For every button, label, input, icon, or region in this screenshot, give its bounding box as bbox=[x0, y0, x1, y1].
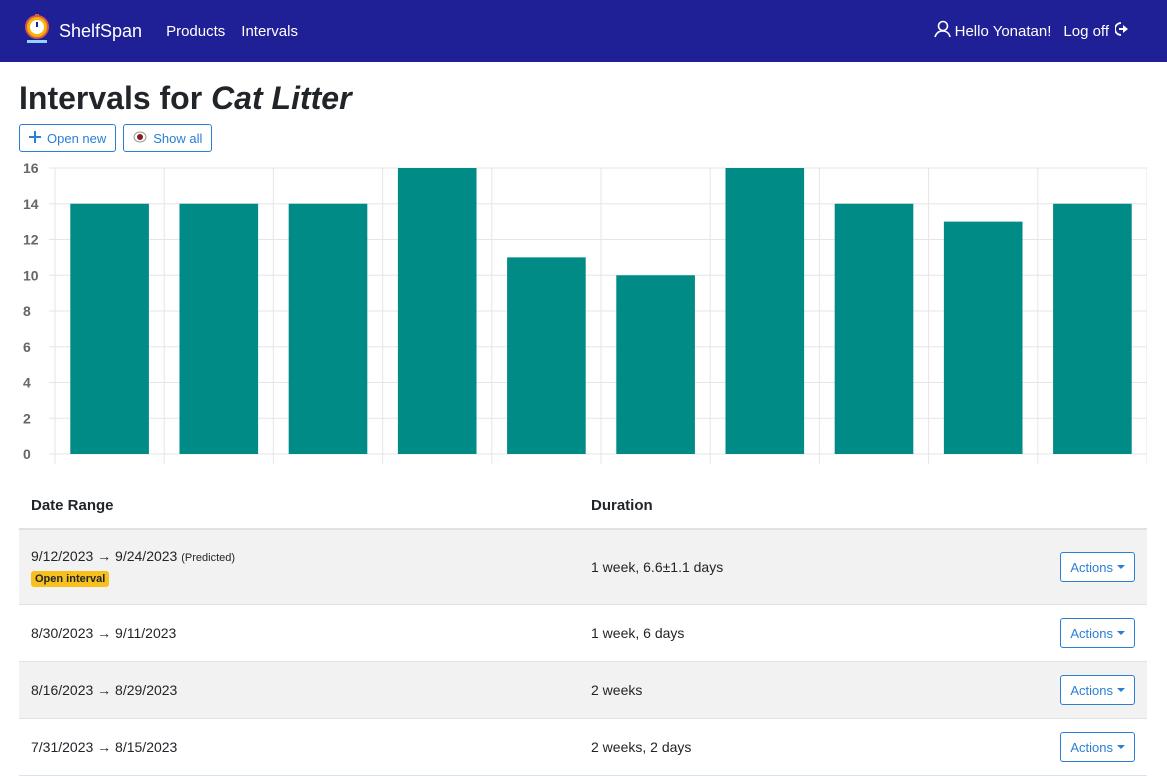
actions-dropdown-button[interactable]: Actions bbox=[1060, 552, 1135, 582]
date-range-header: Date Range bbox=[19, 483, 579, 530]
y-tick-label: 6 bbox=[23, 339, 31, 355]
table-row: 7/31/2023 → 8/15/2023 2 weeks, 2 days Ac… bbox=[19, 718, 1147, 776]
open-new-label: Open new bbox=[47, 130, 107, 146]
caret-down-icon bbox=[1117, 565, 1125, 569]
eye-icon bbox=[133, 131, 147, 146]
logoff-link[interactable]: Log off bbox=[1063, 21, 1133, 41]
chart-bar bbox=[70, 203, 149, 454]
y-tick-label: 4 bbox=[23, 375, 31, 391]
nav-products-link[interactable]: Products bbox=[166, 22, 226, 40]
user-icon bbox=[933, 20, 951, 42]
caret-down-icon bbox=[1117, 688, 1125, 692]
show-all-label: Show all bbox=[153, 130, 203, 146]
chart-bar bbox=[179, 203, 259, 454]
greeting-text: Hello Yonatan! bbox=[954, 22, 1052, 40]
chart-svg: 0 2 4 6 8 10 12 14 16 bbox=[23, 160, 1147, 464]
chart-bar bbox=[507, 257, 586, 454]
actions-label: Actions bbox=[1070, 739, 1113, 755]
y-tick-label: 14 bbox=[23, 196, 39, 212]
open-interval-badge: Open interval bbox=[31, 570, 110, 587]
intervals-chart: 0 2 4 6 8 10 12 14 16 bbox=[19, 158, 1148, 483]
stopwatch-logo-icon bbox=[24, 13, 50, 49]
caret-down-icon bbox=[1117, 631, 1125, 635]
page-title-product: Cat Litter bbox=[211, 80, 352, 116]
page-title: Intervals for Cat Litter bbox=[19, 80, 1148, 116]
plus-icon bbox=[29, 130, 41, 146]
page-title-prefix: Intervals for bbox=[19, 80, 203, 116]
actions-dropdown-button[interactable]: Actions bbox=[1060, 618, 1135, 648]
y-tick-label: 10 bbox=[23, 267, 39, 283]
chart-bar bbox=[725, 168, 805, 454]
show-all-button[interactable]: Show all bbox=[123, 124, 213, 152]
table-row: 9/12/2023 → 9/24/2023 (Predicted) Open i… bbox=[19, 529, 1147, 605]
y-tick-label: 12 bbox=[23, 232, 39, 248]
date-range: 8/30/2023 → 9/11/2023 bbox=[19, 604, 579, 662]
actions-label: Actions bbox=[1070, 559, 1113, 575]
date-range: 7/31/2023 → 8/15/2023 bbox=[19, 718, 579, 776]
brand-link[interactable]: ShelfSpan bbox=[24, 13, 143, 49]
brand-name: ShelfSpan bbox=[59, 20, 143, 41]
date-range: 9/12/2023 → 9/24/2023 bbox=[31, 547, 178, 564]
duration-cell: 1 week, 6.6±1.1 days bbox=[579, 529, 928, 605]
actions-header bbox=[927, 483, 1147, 530]
duration-header: Duration bbox=[579, 483, 928, 530]
chart-bar bbox=[616, 275, 695, 454]
chart-bar bbox=[834, 203, 914, 454]
actions-dropdown-button[interactable]: Actions bbox=[1060, 675, 1135, 705]
nav-intervals-link[interactable]: Intervals bbox=[241, 22, 298, 40]
chart-bar bbox=[397, 168, 477, 454]
logoff-label: Log off bbox=[1063, 22, 1109, 40]
user-greeting-link[interactable]: Hello Yonatan! bbox=[933, 20, 1052, 42]
predicted-note: (Predicted) bbox=[181, 551, 236, 564]
date-range: 8/16/2023 → 8/29/2023 bbox=[19, 661, 579, 719]
actions-dropdown-button[interactable]: Actions bbox=[1060, 732, 1135, 762]
actions-label: Actions bbox=[1070, 625, 1113, 641]
caret-down-icon bbox=[1117, 745, 1125, 749]
logoff-icon bbox=[1114, 21, 1133, 41]
duration-cell: 2 weeks bbox=[579, 661, 928, 719]
actions-label: Actions bbox=[1070, 682, 1113, 698]
table-row: 8/16/2023 → 8/29/2023 2 weeks Actions bbox=[19, 661, 1147, 719]
chart-bar bbox=[943, 221, 1023, 454]
top-navbar: ShelfSpan Products Intervals Hello Yonat… bbox=[0, 0, 1167, 62]
y-tick-label: 16 bbox=[23, 160, 39, 176]
duration-cell: 2 weeks, 2 days bbox=[579, 718, 928, 776]
table-row: 8/30/2023 → 9/11/2023 1 week, 6 days Act… bbox=[19, 604, 1147, 662]
chart-bar bbox=[288, 203, 368, 454]
y-tick-label: 8 bbox=[23, 303, 31, 319]
duration-cell: 1 week, 6 days bbox=[579, 604, 928, 662]
chart-bar bbox=[1053, 203, 1132, 454]
y-tick-label: 2 bbox=[23, 410, 31, 426]
open-new-button[interactable]: Open new bbox=[19, 124, 117, 152]
intervals-table: Date Range Duration 9/12/2023 → 9/24/202… bbox=[19, 483, 1147, 776]
y-tick-label: 0 bbox=[23, 446, 31, 462]
